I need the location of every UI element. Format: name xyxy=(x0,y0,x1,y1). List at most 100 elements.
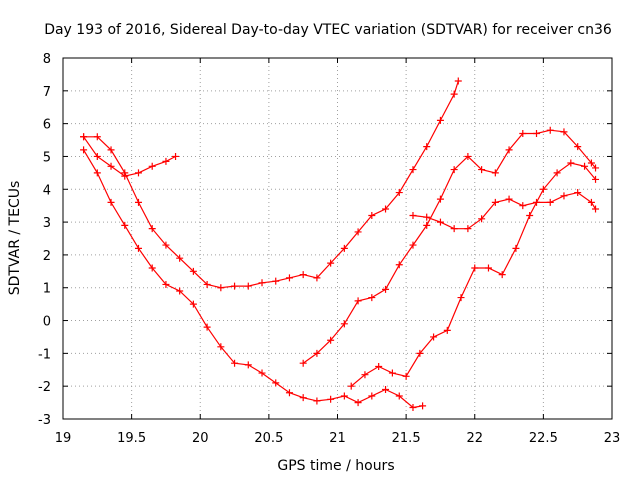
data-point xyxy=(176,287,184,295)
y-tick-label: -1 xyxy=(38,347,51,362)
data-point xyxy=(313,397,321,405)
data-point xyxy=(457,294,465,302)
data-point xyxy=(107,146,115,154)
data-point xyxy=(134,198,142,206)
data-point xyxy=(505,195,513,203)
data-point xyxy=(423,213,431,221)
data-point xyxy=(162,280,170,288)
x-tick-label: 21 xyxy=(329,431,346,446)
data-point xyxy=(162,241,170,249)
data-point xyxy=(587,159,595,167)
data-point xyxy=(148,264,156,272)
data-point xyxy=(395,189,403,197)
x-tick-label: 20.5 xyxy=(254,431,283,446)
data-point xyxy=(340,244,348,252)
series-line xyxy=(83,80,459,289)
data-point xyxy=(272,379,280,387)
data-point xyxy=(231,359,239,367)
data-point xyxy=(327,336,335,344)
data-point xyxy=(121,221,129,229)
data-point xyxy=(539,185,547,193)
data-point xyxy=(436,195,444,203)
y-tick-label: -2 xyxy=(38,380,51,395)
y-tick-label: 5 xyxy=(43,150,51,165)
data-point xyxy=(592,205,600,213)
data-point xyxy=(436,218,444,226)
y-axis-title: SDTVAR / TECUs xyxy=(7,181,23,296)
data-point xyxy=(478,166,486,174)
x-tick-labels: 19 19.5 20 20.5 21 21.5 22 22.5 23 xyxy=(55,431,621,446)
y-tick-label: 0 xyxy=(43,315,51,330)
data-point xyxy=(244,361,252,369)
data-point xyxy=(471,264,479,272)
x-tick-label: 23 xyxy=(604,431,621,446)
y-tick-label: 1 xyxy=(43,282,51,297)
plot-frame xyxy=(62,57,613,420)
data-point xyxy=(581,162,589,170)
data-point xyxy=(368,392,376,400)
grid-layer xyxy=(63,58,612,419)
data-point xyxy=(285,389,293,397)
data-point xyxy=(375,362,383,370)
data-point xyxy=(93,169,101,177)
data-point xyxy=(368,294,376,302)
data-point xyxy=(505,146,513,154)
data-point xyxy=(416,349,424,357)
data-point xyxy=(327,259,335,267)
data-point xyxy=(454,77,462,85)
x-tick-label: 20 xyxy=(192,431,209,446)
data-point xyxy=(409,212,417,220)
data-point xyxy=(450,225,458,233)
series-line xyxy=(302,129,596,364)
data-point xyxy=(340,320,348,328)
data-point xyxy=(450,166,458,174)
data-point xyxy=(134,169,142,177)
data-point xyxy=(436,116,444,124)
data-point xyxy=(567,159,575,167)
data-point xyxy=(587,198,595,206)
data-point xyxy=(172,152,180,160)
x-tick-label: 19.5 xyxy=(117,431,146,446)
data-point xyxy=(382,205,390,213)
series-track-5 xyxy=(347,159,600,390)
y-tick-labels: -3 -2 -1 0 1 2 3 4 5 6 7 8 xyxy=(38,52,51,428)
data-point xyxy=(189,300,197,308)
data-point xyxy=(423,143,431,151)
data-point xyxy=(409,166,417,174)
x-axis-title: GPS time / hours xyxy=(277,458,394,474)
data-point xyxy=(423,221,431,229)
y-tick-label: 7 xyxy=(43,85,51,100)
data-point xyxy=(148,225,156,233)
data-point xyxy=(258,279,266,287)
data-point xyxy=(189,267,197,275)
data-point xyxy=(592,175,600,183)
data-point xyxy=(409,404,417,412)
data-point xyxy=(272,277,280,285)
data-point xyxy=(347,382,355,390)
data-point xyxy=(299,271,307,279)
data-point xyxy=(80,133,88,141)
series-line xyxy=(83,136,176,177)
y-tick-label: 3 xyxy=(43,216,51,231)
data-point xyxy=(574,189,582,197)
data-point xyxy=(299,359,307,367)
series-line xyxy=(83,149,423,409)
data-point xyxy=(313,274,321,282)
data-point xyxy=(354,399,362,407)
data-point xyxy=(93,133,101,141)
data-point xyxy=(93,152,101,160)
x-tick-label: 22 xyxy=(466,431,483,446)
data-point xyxy=(382,285,390,293)
data-point xyxy=(388,369,396,377)
data-point xyxy=(553,169,561,177)
data-point xyxy=(361,371,369,379)
data-point xyxy=(560,192,568,200)
data-point xyxy=(430,333,438,341)
y-tick-label: 4 xyxy=(43,183,51,198)
y-tick-label: 2 xyxy=(43,249,51,264)
series-track-4 xyxy=(299,126,600,367)
data-point xyxy=(395,392,403,400)
data-point xyxy=(519,129,527,137)
series-line xyxy=(350,162,596,387)
data-point xyxy=(340,392,348,400)
